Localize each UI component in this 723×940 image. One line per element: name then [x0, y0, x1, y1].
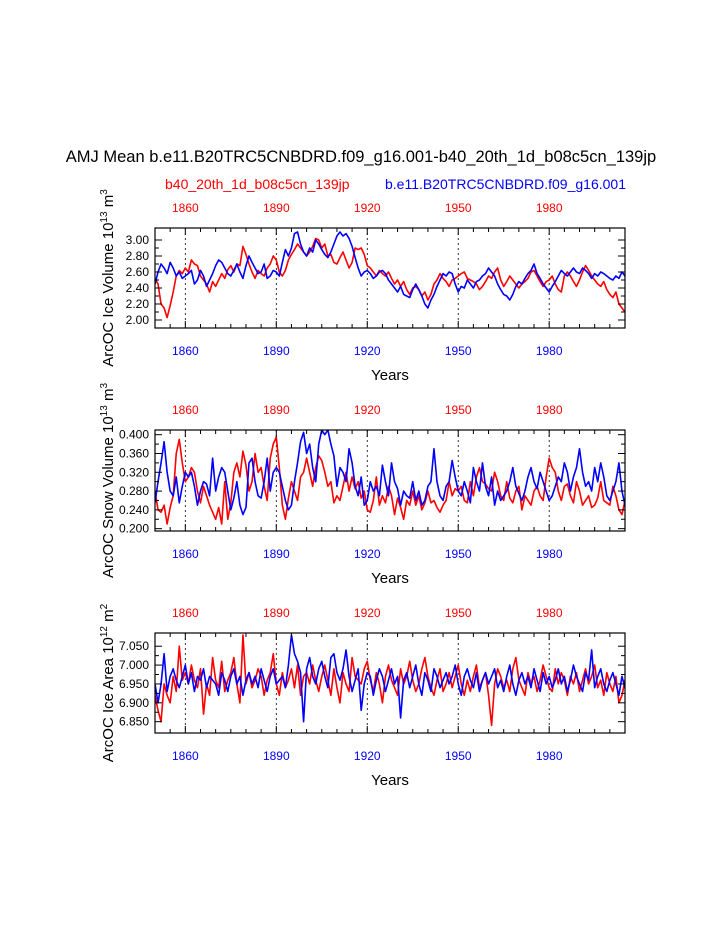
x-tick-label-top: 1860 [172, 201, 199, 215]
x-tick-label: 1980 [536, 749, 563, 763]
y-tick-label: 6.900 [119, 696, 149, 710]
x-tick-label: 1920 [354, 547, 381, 561]
panel-ice-area: 1860 1860 1890 1890 1920 1920 1950 1950 1980 1980… [99, 603, 626, 789]
x-tick-label: 1920 [354, 749, 381, 763]
y-tick-label: 0.320 [119, 465, 149, 479]
y-tick-label: 0.200 [119, 522, 149, 536]
series-line-red [155, 436, 625, 525]
x-tick-label: 1890 [263, 749, 290, 763]
plot-frame [154, 632, 626, 734]
y-tick-label: 2.00 [126, 313, 150, 327]
y-tick-label: 2.20 [126, 297, 150, 311]
y-tick-label: 7.050 [119, 639, 149, 653]
x-tick-label: 1860 [172, 344, 199, 358]
x-tick-label: 1890 [263, 547, 290, 561]
x-tick-label-top: 1920 [354, 403, 381, 417]
x-tick-label: 1980 [536, 547, 563, 561]
series-line-blue [155, 430, 625, 516]
y-tick-label: 0.280 [119, 484, 149, 498]
plot-frame [154, 227, 626, 329]
y-tick-label: 0.400 [119, 428, 149, 442]
x-tick-label-top: 1890 [263, 606, 290, 620]
x-tick-label: 1950 [445, 749, 472, 763]
y-tick-label: 2.80 [126, 249, 150, 263]
panel-snow-volume: 1860 1860 1890 1890 1920 1920 1950 1950 1980 1980… [99, 383, 626, 587]
x-tick-label: 1950 [445, 547, 472, 561]
y-tick-label: 7.000 [119, 658, 149, 672]
y-tick-label: 0.360 [119, 446, 149, 460]
x-tick-label: 1860 [172, 749, 199, 763]
legend-label-blue: b.e11.B20TRC5CNBDRD.f09_g16.001 [385, 176, 626, 192]
chart-panels: 1860 1860 1890 1890 1920 1920 1950 1950 1980 1980… [99, 189, 626, 789]
x-tick-label-top: 1890 [263, 403, 290, 417]
y-axis-label: ArcOC Ice Volume 1013 m3 [99, 189, 117, 367]
y-axis-label: ArcOC Ice Area 1012 m2 [99, 603, 117, 762]
y-tick-label: 6.850 [119, 715, 149, 729]
y-tick-label: 0.240 [119, 503, 149, 517]
x-tick-label-top: 1980 [536, 403, 563, 417]
x-tick-label: 1980 [536, 344, 563, 358]
x-tick-label-top: 1860 [172, 403, 199, 417]
y-tick-label: 2.40 [126, 281, 150, 295]
plot-frame [154, 429, 626, 532]
y-axis-label: ArcOC Snow Volume 1013 m3 [99, 383, 117, 579]
series-line-blue [155, 231, 625, 309]
x-tick-label-top: 1950 [445, 201, 472, 215]
x-tick-label-top: 1890 [263, 201, 290, 215]
x-tick-label: 1860 [172, 547, 199, 561]
x-tick-label-top: 1920 [354, 606, 381, 620]
main-title: AMJ Mean b.e11.B20TRC5CNBDRD.f09_g16.001… [66, 148, 656, 166]
y-tick-label: 2.60 [126, 265, 150, 279]
x-axis-label: Years [371, 570, 409, 587]
y-tick-label: 3.00 [126, 233, 150, 247]
x-tick-label: 1920 [354, 344, 381, 358]
x-tick-label-top: 1980 [536, 606, 563, 620]
panel-ice-volume: 1860 1860 1890 1890 1920 1920 1950 1950 1980 1980… [99, 189, 626, 384]
x-tick-label-top: 1950 [445, 606, 472, 620]
legend-label-red: b40_20th_1d_b08c5cn_139jp [165, 176, 350, 192]
x-tick-label-top: 1980 [536, 201, 563, 215]
y-tick-label: 6.950 [119, 677, 149, 691]
series-line-red [155, 237, 625, 319]
x-tick-label-top: 1860 [172, 606, 199, 620]
x-tick-label: 1950 [445, 344, 472, 358]
x-tick-label: 1890 [263, 344, 290, 358]
x-axis-label: Years [371, 772, 409, 789]
x-tick-label-top: 1920 [354, 201, 381, 215]
x-axis-label: Years [371, 367, 409, 384]
series-line-blue [155, 634, 625, 723]
x-tick-label-top: 1950 [445, 403, 472, 417]
